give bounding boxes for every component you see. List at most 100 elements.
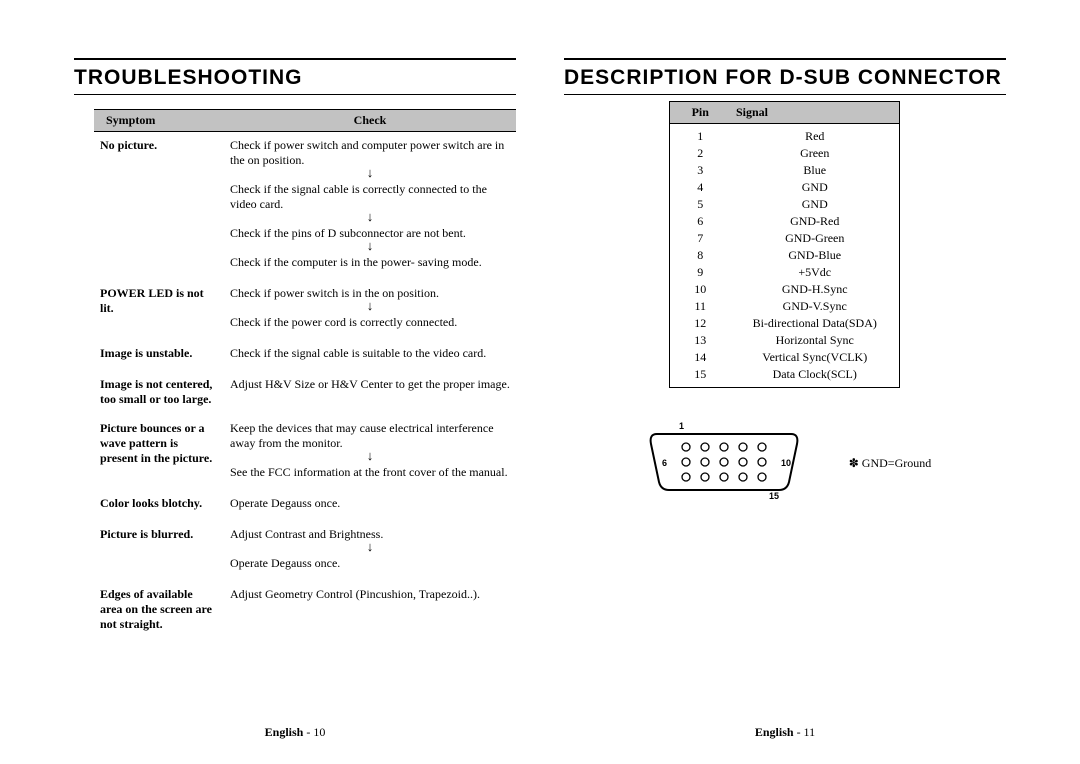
table-row: Image is unstable. Check if the signal ca… [94, 340, 516, 371]
table-row: Image is not centered, too small or too … [94, 371, 516, 415]
pin-signal: GND-Blue [730, 247, 900, 264]
pin-table: Pin Signal 1Red2Green3Blue4GND5GND6GND-R… [669, 101, 900, 388]
check-cell: Check if power switch is in the on posit… [224, 280, 516, 340]
rule-top [74, 58, 516, 60]
pin-number: 2 [670, 145, 730, 162]
page-right: DESCRIPTION FOR D-SUB CONNECTOR Pin Sign… [540, 58, 1030, 744]
table-row: Color looks blotchy. Operate Degauss once… [94, 490, 516, 521]
pin-signal: GND [730, 196, 900, 213]
pin-number: 1 [670, 124, 730, 146]
check-step: Check if the power cord is correctly con… [230, 315, 510, 330]
col-check: Check [224, 110, 516, 132]
symptom-cell: Picture bounces or a wave pattern is pre… [94, 415, 224, 490]
symptom-cell: No picture. [94, 132, 224, 281]
troubleshooting-table: Symptom Check No picture.Check if power … [94, 109, 516, 640]
symptom-cell: Image is unstable. [94, 340, 224, 371]
check-step: Adjust H&V Size or H&V Center to get the… [230, 377, 510, 392]
pin-signal: Green [730, 145, 900, 162]
check-step: Operate Degauss once. [230, 496, 510, 511]
pin1-label: 1 [679, 421, 684, 431]
pin-signal: Vertical Sync(VCLK) [730, 349, 900, 366]
footer-left: English - 10 [50, 725, 540, 740]
pin-signal: GND-H.Sync [730, 281, 900, 298]
pin-number: 6 [670, 213, 730, 230]
table-row: Picture bounces or a wave pattern is pre… [94, 415, 516, 490]
pin-number: 13 [670, 332, 730, 349]
pin-number: 4 [670, 179, 730, 196]
footer-page: - 10 [303, 725, 325, 739]
connector-area: 1 6 10 15 ✽ GND=Ground [639, 416, 931, 506]
footer-right: English - 11 [540, 725, 1030, 740]
pin-signal: +5Vdc [730, 264, 900, 281]
pin-number: 8 [670, 247, 730, 264]
pin-row: 14Vertical Sync(VCLK) [670, 349, 900, 366]
pin-signal: GND-Green [730, 230, 900, 247]
dsub-connector-diagram: 1 6 10 15 [639, 416, 809, 506]
pin-signal: Blue [730, 162, 900, 179]
page-left: TROUBLESHOOTING Symptom Check No picture… [50, 58, 540, 744]
table-row: POWER LED is not lit.Check if power swit… [94, 280, 516, 340]
check-step: Check if the signal cable is suitable to… [230, 346, 510, 361]
pin-number: 7 [670, 230, 730, 247]
check-cell: Operate Degauss once. [224, 490, 516, 521]
symptom-cell: Picture is blurred. [94, 521, 224, 581]
pin-signal: GND [730, 179, 900, 196]
pin-signal: GND-Red [730, 213, 900, 230]
pin-row: 2Green [670, 145, 900, 162]
pin-signal: Horizontal Sync [730, 332, 900, 349]
check-cell: Keep the devices that may cause electric… [224, 415, 516, 490]
check-step: Check if power switch and computer power… [230, 138, 510, 168]
check-step: Check if the signal cable is correctly c… [230, 182, 510, 212]
table-row: Edges of available area on the screen ar… [94, 581, 516, 640]
pin-row: 9+5Vdc [670, 264, 900, 281]
pin-number: 5 [670, 196, 730, 213]
check-cell: Check if the signal cable is suitable to… [224, 340, 516, 371]
col-pin: Pin [670, 102, 730, 124]
pin-number: 3 [670, 162, 730, 179]
check-step: Adjust Geometry Control (Pincushion, Tra… [230, 587, 510, 602]
check-step: Keep the devices that may cause electric… [230, 421, 510, 451]
pin-signal: Data Clock(SCL) [730, 366, 900, 388]
pin-number: 9 [670, 264, 730, 281]
pin-signal: Bi-directional Data(SDA) [730, 315, 900, 332]
check-cell: Adjust Geometry Control (Pincushion, Tra… [224, 581, 516, 640]
pin-number: 14 [670, 349, 730, 366]
col-symptom: Symptom [94, 110, 224, 132]
pin-row: 1Red [670, 124, 900, 146]
symptom-cell: Edges of available area on the screen ar… [94, 581, 224, 640]
pin-row: 6GND-Red [670, 213, 900, 230]
symptom-cell: POWER LED is not lit. [94, 280, 224, 340]
check-step: See the FCC information at the front cov… [230, 465, 510, 480]
pin15-label: 15 [769, 491, 779, 501]
table-row: Picture is blurred.Adjust Contrast and B… [94, 521, 516, 581]
symptom-cell: Image is not centered, too small or too … [94, 371, 224, 415]
heading-right: DESCRIPTION FOR D-SUB CONNECTOR [564, 66, 1006, 90]
pin-row: 15Data Clock(SCL) [670, 366, 900, 388]
pin6-label: 6 [662, 458, 667, 468]
pin-row: 8GND-Blue [670, 247, 900, 264]
check-cell: Adjust Contrast and Brightness.↓Operate … [224, 521, 516, 581]
footer-label: English [755, 725, 794, 739]
pin10-label: 10 [781, 458, 791, 468]
rule-under [564, 94, 1006, 95]
pin-row: 4GND [670, 179, 900, 196]
check-cell: Adjust H&V Size or H&V Center to get the… [224, 371, 516, 415]
pin-row: 3Blue [670, 162, 900, 179]
pin-row: 5GND [670, 196, 900, 213]
check-step: Operate Degauss once. [230, 556, 510, 571]
pin-row: 12Bi-directional Data(SDA) [670, 315, 900, 332]
symptom-cell: Color looks blotchy. [94, 490, 224, 521]
heading-left: TROUBLESHOOTING [74, 66, 516, 90]
col-signal: Signal [730, 102, 900, 124]
pin-number: 10 [670, 281, 730, 298]
pin-signal: Red [730, 124, 900, 146]
rule-under [74, 94, 516, 95]
check-step: Check if the computer is in the power- s… [230, 255, 510, 270]
pin-signal: GND-V.Sync [730, 298, 900, 315]
table-row: No picture.Check if power switch and com… [94, 132, 516, 281]
footer-page: - 11 [794, 725, 816, 739]
footer-label: English [265, 725, 304, 739]
pin-row: 10GND-H.Sync [670, 281, 900, 298]
pin-number: 12 [670, 315, 730, 332]
pin-row: 7GND-Green [670, 230, 900, 247]
